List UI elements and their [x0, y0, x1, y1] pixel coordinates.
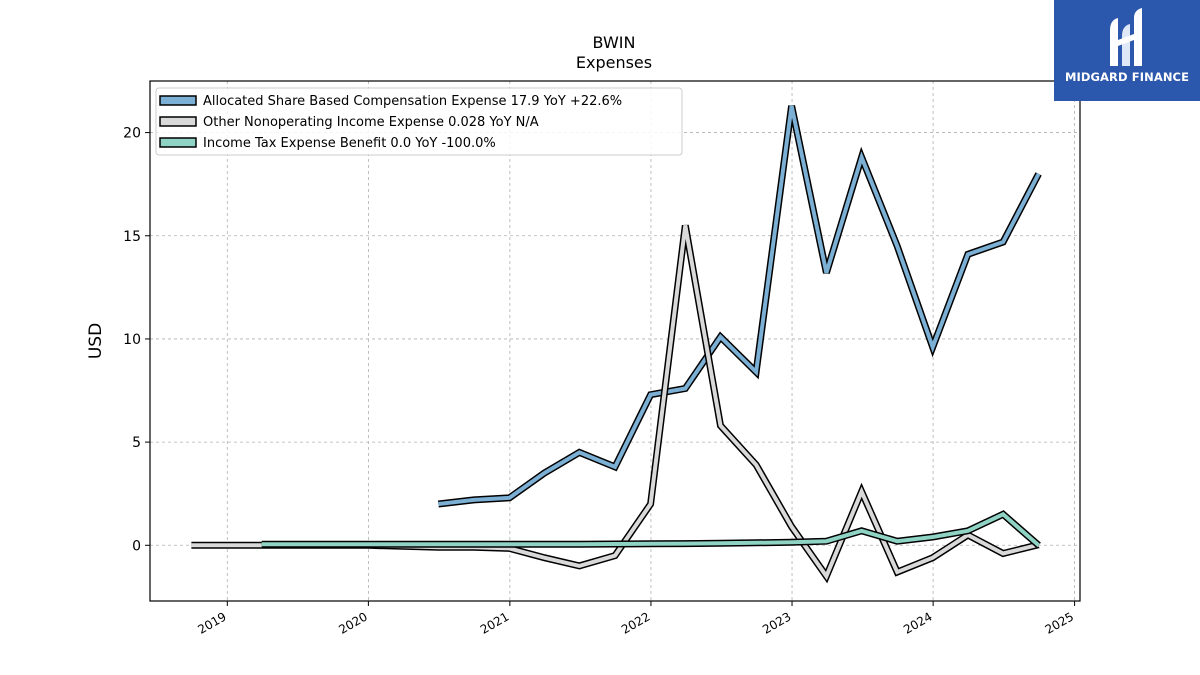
midgard-logo-icon: [1110, 8, 1142, 66]
brand-logo: MIDGARD FINANCE: [1054, 0, 1200, 101]
legend-swatch: [159, 137, 197, 148]
x-tick-label: 2024: [901, 609, 934, 636]
legend-label: Allocated Share Based Compensation Expen…: [203, 94, 622, 109]
x-tick-label: 2020: [336, 609, 369, 636]
series-layer: [191, 105, 1042, 584]
series-1-line: [438, 105, 1041, 506]
legend-swatch: [159, 95, 197, 106]
legend-box: [155, 87, 683, 156]
x-tick-label: 2022: [619, 609, 652, 636]
y-axis-label: USD: [86, 323, 106, 359]
legend-label: Other Nonoperating Income Expense 0.028 …: [203, 115, 539, 130]
legend: Allocated Share Based Compensation Expen…: [155, 87, 683, 156]
x-tick-label: 2023: [760, 609, 793, 636]
grid: [150, 81, 1080, 601]
y-tick-label: 20: [123, 126, 141, 142]
x-tick-label: 2025: [1043, 609, 1076, 636]
y-tick-label: 10: [123, 332, 141, 348]
series-3-outline: [261, 510, 1041, 548]
chart-title: BWIN: [593, 33, 636, 52]
y-tick-label: 0: [132, 538, 141, 554]
brand-logo-text: MIDGARD FINANCE: [1064, 70, 1190, 84]
legend-swatch: [159, 116, 197, 127]
series-3: [261, 510, 1041, 548]
legend-label: Income Tax Expense Benefit 0.0 YoY -100.…: [203, 136, 496, 151]
series-1: [437, 105, 1042, 508]
series-3-line: [261, 511, 1040, 547]
x-tick-label: 2019: [195, 609, 228, 636]
x-tick-label: 2021: [478, 609, 511, 636]
chart-subtitle: Expenses: [576, 53, 652, 72]
y-tick-label: 15: [123, 229, 141, 245]
y-tick-label: 5: [132, 435, 141, 451]
plot-frame: [149, 80, 1081, 602]
